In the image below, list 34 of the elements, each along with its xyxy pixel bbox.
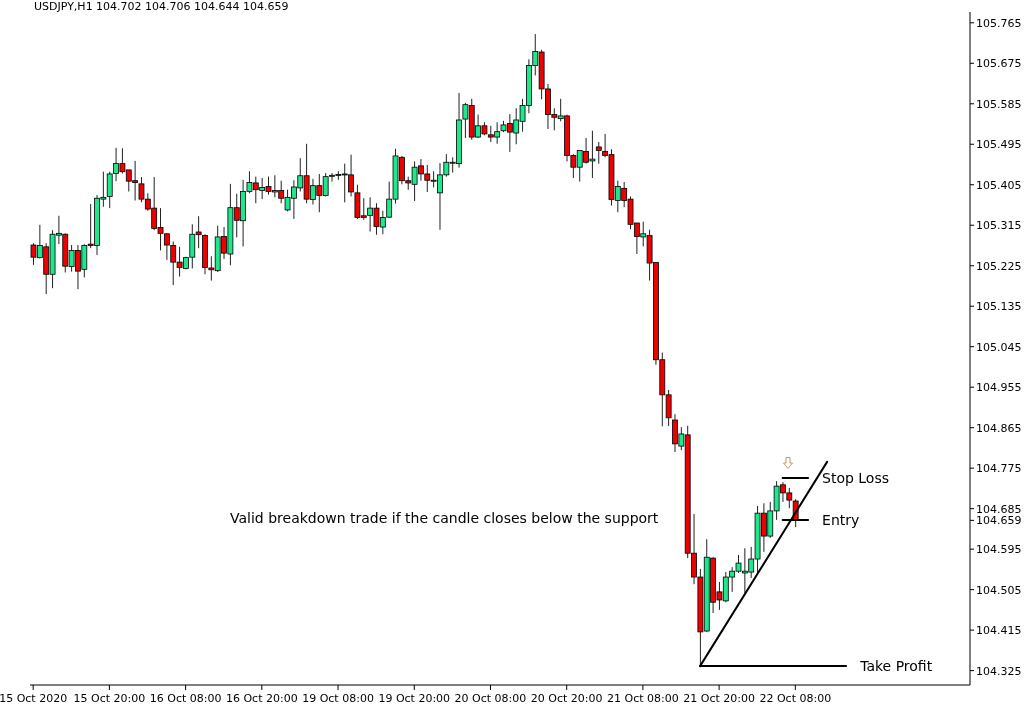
x-tick-label: 15 Oct 2020 [0, 692, 68, 705]
chart-title: USDJPY,H1 104.702 104.706 104.644 104.659 [34, 0, 289, 13]
y-tick-label: 104.325 [976, 664, 1022, 678]
y-tick-label: 104.505 [976, 583, 1022, 597]
annotation: Valid breakdown trade if the candle closes below the support [230, 510, 659, 526]
x-tick-label: 19 Oct 20:00 [378, 692, 451, 705]
y-tick-label: 104.415 [976, 624, 1022, 638]
x-tick-label: 21 Oct 08:00 [607, 692, 679, 705]
y-tick-label: 105.585 [976, 97, 1022, 111]
x-tick-label: 20 Oct 20:00 [530, 692, 603, 705]
series-label: Stop Loss [822, 470, 890, 487]
y-tick-label: 104.955 [976, 381, 1022, 395]
y-tick-label: 104.595 [976, 543, 1022, 557]
y-tick-label: 104.775 [976, 462, 1022, 476]
y-tick-label: 105.765 [976, 16, 1022, 30]
x-tick-label: 22 Oct 08:00 [759, 692, 832, 705]
x-tick-label: 15 Oct 20:00 [73, 692, 146, 705]
series-label: Entry [822, 511, 860, 528]
x-tick-label: 16 Oct 08:00 [149, 692, 222, 705]
y-tick-label: 105.045 [976, 340, 1022, 354]
x-tick-label: 21 Oct 20:00 [683, 692, 755, 705]
y-tick-label: 105.135 [976, 300, 1022, 314]
x-tick-label: 16 Oct 20:00 [225, 692, 298, 705]
y-tick-label: 105.405 [976, 178, 1022, 192]
y-tick-label: 105.225 [976, 259, 1022, 273]
y-tick-label: 105.315 [976, 219, 1022, 233]
y-tick-label: 104.659 [976, 514, 1022, 528]
y-tick-label: 104.685 [976, 502, 1022, 516]
x-tick-label: 20 Oct 08:00 [454, 692, 527, 705]
y-tick-label: 105.675 [976, 57, 1022, 71]
y-tick-label: 104.865 [976, 421, 1022, 435]
y-tick-label: 105.495 [976, 138, 1022, 152]
series-label: Take Profit [859, 658, 933, 675]
x-tick-label: 19 Oct 08:00 [302, 692, 374, 705]
